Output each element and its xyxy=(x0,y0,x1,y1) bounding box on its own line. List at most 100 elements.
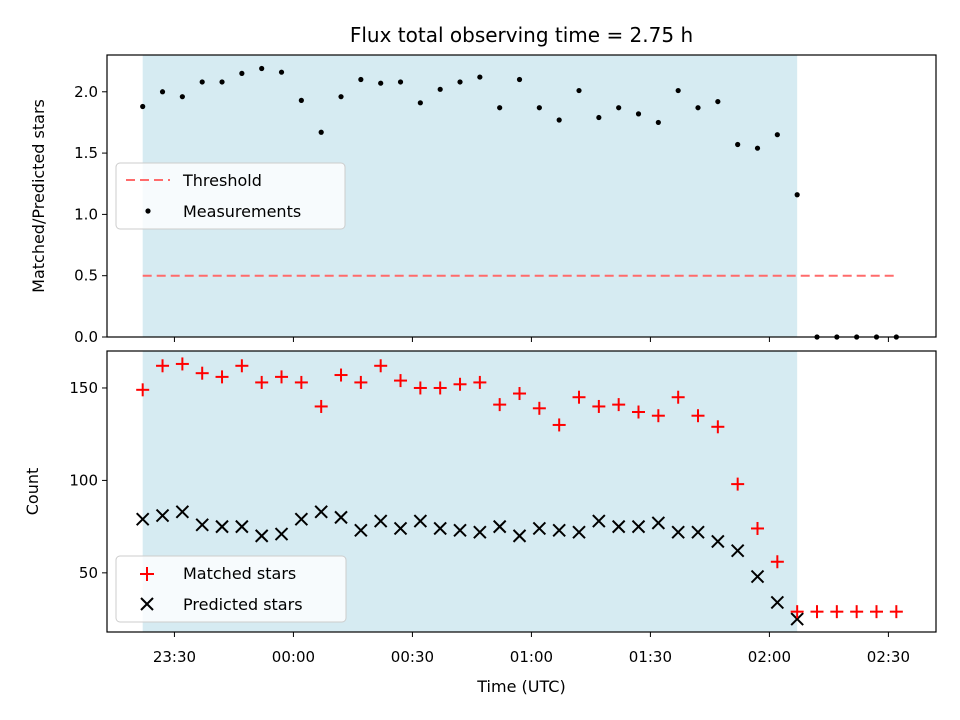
predicted-point xyxy=(492,519,507,534)
predicted-point xyxy=(155,508,170,523)
predicted-point xyxy=(294,512,309,526)
measurement-point xyxy=(298,97,304,103)
bottom-axes-frame xyxy=(106,350,937,633)
x-tick-label: 01:00 xyxy=(510,648,553,666)
predicted-point xyxy=(215,519,229,534)
measurement-point xyxy=(417,100,423,106)
matched-point xyxy=(314,399,328,413)
matched-point xyxy=(175,357,189,371)
x-tick-label: 02:30 xyxy=(867,648,910,666)
predicted-point xyxy=(552,523,566,538)
bottom-legend: Matched stars Predicted stars xyxy=(115,555,347,623)
matched-point xyxy=(413,381,427,395)
matched-point xyxy=(770,555,784,569)
measurement-point xyxy=(219,79,225,85)
matched-point xyxy=(394,374,408,388)
top-y-tick-label: 0.5 xyxy=(74,267,98,285)
measurement-point xyxy=(735,141,741,148)
predicted-point xyxy=(711,534,725,549)
x-tick-label: 00:30 xyxy=(391,648,434,666)
legend-matched-swatch xyxy=(140,567,154,581)
measurement-point xyxy=(536,105,542,111)
top-y-tick-label: 1.0 xyxy=(74,205,98,223)
measurement-point xyxy=(140,103,146,110)
matched-point xyxy=(473,375,487,389)
matched-point xyxy=(671,390,685,404)
bottom-y-tick-label: 100 xyxy=(69,471,98,489)
matched-point xyxy=(374,359,388,373)
measurement-point xyxy=(556,117,562,123)
measurement-point xyxy=(457,79,463,85)
predicted-point xyxy=(592,514,606,528)
measurement-point xyxy=(239,70,245,76)
measurement-point xyxy=(437,86,443,92)
predicted-point xyxy=(532,521,547,536)
matched-point xyxy=(275,370,289,384)
predicted-point xyxy=(413,514,428,528)
predicted-point xyxy=(572,525,586,539)
x-tick-label: 01:30 xyxy=(629,648,672,666)
measurement-point xyxy=(338,94,344,100)
matched-point xyxy=(136,383,150,397)
predicted-point xyxy=(135,512,150,526)
matched-point xyxy=(334,368,348,382)
predicted-point xyxy=(651,516,666,530)
predicted-stars-series xyxy=(135,505,804,626)
matched-point xyxy=(572,390,586,404)
top-y-axis: 0.0 0.5 1.0 1.5 2.0 xyxy=(74,83,107,346)
legend-measurements-swatch xyxy=(145,208,151,214)
predicted-point xyxy=(750,569,765,584)
predicted-point xyxy=(393,521,408,536)
measurement-point xyxy=(794,192,800,198)
matched-point xyxy=(810,605,824,619)
legend-predicted-label: Predicted stars xyxy=(183,595,303,614)
matched-point xyxy=(255,375,269,389)
top-panel: 0.0 0.5 1.0 1.5 2.0 Flux total observing tim… xyxy=(29,23,937,346)
predicted-point xyxy=(671,525,685,539)
matched-point xyxy=(870,605,884,619)
matched-point xyxy=(433,381,447,395)
chart-title: Flux total observing time = 2.75 h xyxy=(350,23,693,47)
matched-point xyxy=(612,398,626,412)
matched-point xyxy=(532,401,546,415)
matched-point xyxy=(790,605,804,619)
predicted-point xyxy=(254,529,269,543)
measurement-point xyxy=(675,87,681,94)
measurement-point xyxy=(715,98,721,105)
top-axes-frame xyxy=(106,54,937,338)
matched-stars-series xyxy=(136,357,903,619)
matched-point xyxy=(294,375,308,389)
matched-point xyxy=(195,366,209,380)
predicted-point xyxy=(611,519,626,534)
matched-point xyxy=(354,375,368,389)
measurement-point xyxy=(616,105,622,111)
measurement-point xyxy=(695,105,701,111)
predicted-point xyxy=(235,519,249,534)
top-y-tick-label: 0.0 xyxy=(74,328,98,346)
bottom-y-axis: 50 100 150 xyxy=(69,379,107,582)
measurements-series xyxy=(140,65,899,340)
predicted-point xyxy=(473,525,487,539)
measurement-point xyxy=(497,105,503,111)
predicted-point xyxy=(175,505,190,519)
measurement-point xyxy=(159,89,166,95)
bottom-y-tick-label: 50 xyxy=(79,564,98,582)
legend-matched-label: Matched stars xyxy=(183,564,296,583)
measurement-point xyxy=(774,132,780,138)
matched-point xyxy=(651,409,665,423)
matched-point xyxy=(751,521,765,535)
legend-threshold-label: Threshold xyxy=(182,171,262,190)
predicted-point xyxy=(334,510,348,525)
matched-point xyxy=(215,370,229,384)
matched-point xyxy=(731,477,745,491)
predicted-point xyxy=(274,527,289,541)
measurement-point xyxy=(199,79,205,85)
top-x-ticks xyxy=(173,337,889,342)
matched-point xyxy=(453,377,467,391)
matched-point xyxy=(235,359,249,373)
legend-measurements-label: Measurements xyxy=(183,202,301,221)
predicted-point xyxy=(631,519,646,534)
measurement-point xyxy=(397,79,404,85)
measurement-point xyxy=(179,94,185,100)
